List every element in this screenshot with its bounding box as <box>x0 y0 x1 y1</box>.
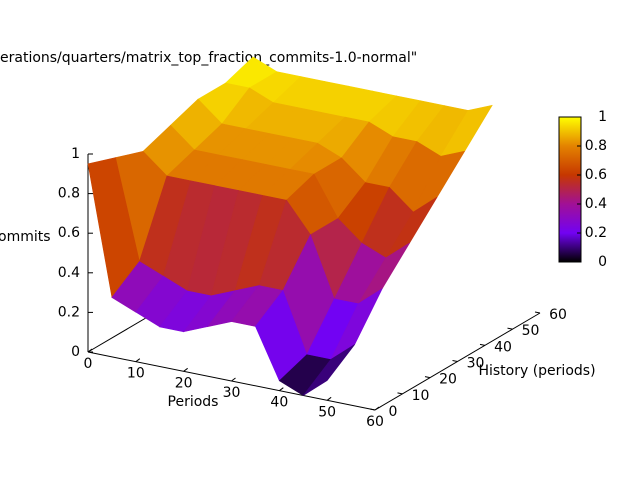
x-tick-label: 0 <box>84 356 93 372</box>
colorbar <box>558 116 582 263</box>
colorbar-tick-label: 0.6 <box>585 167 607 183</box>
x-tick <box>279 387 284 392</box>
x-tick-label: 50 <box>318 404 336 420</box>
x-tick-label: 20 <box>175 375 193 391</box>
y-tick <box>507 327 513 330</box>
y-tick <box>424 376 431 379</box>
colorbar-tick-label: 0.8 <box>585 138 607 154</box>
x-tick <box>326 396 332 401</box>
z-tick-label: 0.4 <box>58 265 80 281</box>
colorbar-tick-label: 1 <box>598 109 607 125</box>
y-tick-label: 50 <box>522 323 540 339</box>
colorbar-tick-label: 0.4 <box>585 196 607 212</box>
z-tick-label: 0 <box>71 344 80 360</box>
z-tick-label: 0.6 <box>58 225 80 241</box>
colorbar-tick-label: 0.2 <box>585 225 607 241</box>
y-tick-label: 60 <box>549 307 567 323</box>
x-tick-label: 10 <box>127 366 145 382</box>
y-tick <box>397 392 403 395</box>
y-tick <box>369 408 376 411</box>
x-axis-label: Periods <box>168 394 219 410</box>
x-tick <box>183 367 188 372</box>
y-tick <box>452 360 458 362</box>
z-tick-label: 0.8 <box>58 186 80 202</box>
chart-title: erations/quarters/matrix_top_fraction_co… <box>0 50 417 66</box>
colorbar-tick-label: 0 <box>598 254 607 270</box>
x-tick <box>231 377 236 382</box>
y-tick-label: 40 <box>494 339 512 355</box>
y-tick <box>534 311 541 314</box>
x-tick-label: 60 <box>366 414 384 430</box>
y-tick-label: 0 <box>389 404 398 420</box>
z-axis-label: ommits <box>0 229 51 245</box>
x-tick <box>135 358 141 363</box>
x-tick-label: 40 <box>270 395 288 411</box>
y-tick-label: 30 <box>467 356 485 372</box>
y-tick-label: 20 <box>439 372 457 388</box>
y-tick-label: 10 <box>412 388 430 404</box>
y-axis-label: History (periods) <box>478 363 595 379</box>
x-tick-label: 30 <box>223 385 241 401</box>
y-tick <box>479 343 486 346</box>
z-tick-label: 1 <box>71 146 80 162</box>
x-tick <box>374 406 380 411</box>
z-tick-label: 0.2 <box>58 304 80 320</box>
surface-patch <box>303 344 355 396</box>
